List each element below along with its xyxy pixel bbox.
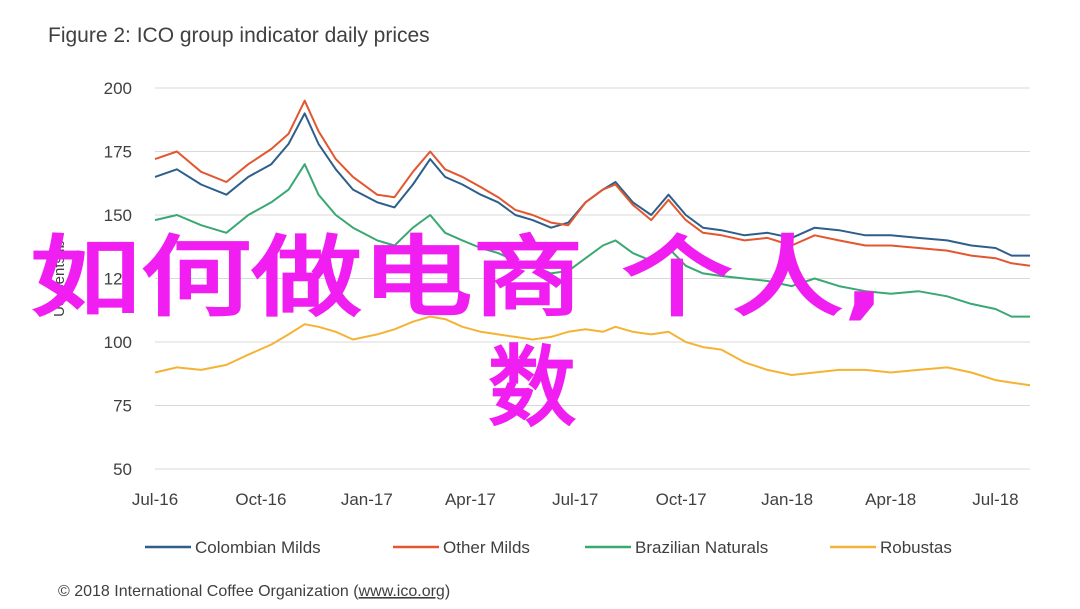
legend-label: Robustas	[880, 538, 952, 557]
footer-link: www.ico.org	[358, 583, 445, 600]
y-tick-label: 150	[104, 206, 132, 225]
legend: Colombian Milds Other Milds Brazilian Natu…	[145, 538, 952, 557]
y-tick-labels: 50 75 100 125 150 175 200	[104, 79, 132, 479]
copyright-footer: © 2018 International Coffee Organization…	[58, 583, 450, 600]
legend-item: Robustas	[830, 538, 952, 557]
x-tick-label: Jan-18	[761, 490, 813, 509]
x-tick-label: Jul-18	[972, 490, 1018, 509]
legend-label: Other Milds	[443, 538, 530, 557]
y-tick-label: 175	[104, 143, 132, 162]
y-tick-label: 200	[104, 79, 132, 98]
footer-prefix: © 2018 International Coffee Organization…	[58, 583, 359, 600]
x-tick-label: Apr-17	[445, 490, 496, 509]
x-tick-label: Jan-17	[341, 490, 393, 509]
y-tick-label: 100	[104, 333, 132, 352]
watermark-line-2: 数	[488, 336, 576, 439]
footer-suffix: )	[445, 583, 450, 600]
series-line-3	[154, 315, 1031, 387]
series-lines	[154, 99, 1031, 387]
chart-title: Figure 2: ICO group indicator daily pric…	[48, 24, 430, 47]
y-tick-label: 50	[113, 460, 132, 479]
x-tick-label: Oct-17	[656, 490, 707, 509]
x-tick-label: Apr-18	[865, 490, 916, 509]
y-tick-label: 125	[104, 270, 132, 289]
y-axis-label: US cents/lb	[51, 240, 68, 317]
x-tick-labels: Jul-16 Oct-16 Jan-17 Apr-17 Jul-17 Oct-17 Jan-…	[132, 490, 1019, 509]
series-line-0	[154, 112, 1030, 257]
grid-lines	[155, 87, 1030, 470]
legend-item: Brazilian Naturals	[585, 538, 768, 557]
x-tick-label: Oct-16	[235, 490, 286, 509]
legend-label: Brazilian Naturals	[635, 538, 768, 557]
series-line-1	[154, 99, 1031, 267]
x-tick-label: Jul-16	[132, 490, 178, 509]
legend-item: Colombian Milds	[145, 538, 321, 557]
watermark-line-1: 如何做电商 个人,	[30, 226, 885, 329]
x-tick-label: Jul-17	[552, 490, 598, 509]
legend-item: Other Milds	[393, 538, 530, 557]
legend-label: Colombian Milds	[195, 538, 321, 557]
y-tick-label: 75	[113, 397, 132, 416]
series-line-2	[154, 163, 1030, 318]
